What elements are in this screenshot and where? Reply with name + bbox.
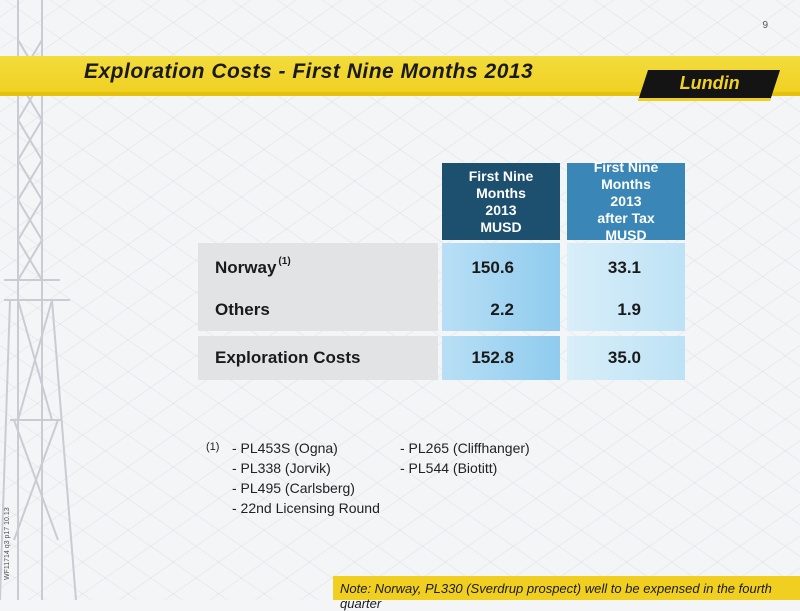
footnote-item: - 22nd Licensing Round	[232, 500, 380, 516]
row-label-text: Others	[215, 300, 270, 319]
header-line: First Nine Months	[468, 167, 534, 201]
document-code: WF11714 q3 p17 10.13	[4, 507, 11, 580]
header-line: after Tax	[597, 210, 655, 226]
table-value-block-1-total	[442, 336, 560, 380]
header-line: 2013	[485, 201, 517, 218]
table-label-block-upper	[198, 243, 438, 331]
cell-norway-after-tax: 33.1	[607, 258, 641, 277]
header-line: MUSD	[480, 218, 522, 235]
cell-others-after-tax: 1.9	[617, 300, 641, 319]
footnote-marker: (1)	[206, 441, 220, 453]
footnote-ref: (1)	[278, 256, 291, 267]
footnote-item: - PL495 (Carlsberg)	[232, 480, 355, 496]
column-header-after-tax: First Nine Months 2013 after Tax MUSD	[567, 159, 685, 243]
footnote-item: - PL338 (Jorvik)	[232, 460, 331, 476]
row-label-norway: Norway (1)	[215, 256, 291, 278]
bottom-note: Note: Norway, PL330 (Sverdrup prospect) …	[340, 581, 772, 611]
table-value-block-2-total	[567, 336, 685, 380]
footnote-list-left: - PL453S (Ogna) - PL338 (Jorvik) - PL495…	[232, 438, 380, 518]
header-line: 2013	[610, 193, 642, 209]
cell-total-after-tax: 35.0	[607, 348, 641, 367]
row-label-text: Exploration Costs	[215, 348, 361, 367]
table-value-block-1-upper	[442, 243, 560, 331]
header-line: MUSD	[605, 227, 647, 243]
footnote-item: - PL265 (Cliffhanger)	[400, 440, 530, 456]
logo-text: Lundin	[679, 73, 740, 93]
header-line: First Nine Months	[593, 159, 659, 192]
table-value-block-2-upper	[567, 243, 685, 331]
page-number: 9	[762, 20, 768, 31]
lundin-logo: Lundin	[637, 70, 781, 101]
footnote-item: - PL453S (Ogna)	[232, 440, 338, 456]
footnote-list-right: - PL265 (Cliffhanger) - PL544 (Biotitt)	[400, 438, 530, 478]
cell-total-nine-months: 152.8	[471, 348, 514, 367]
table-label-block-total	[198, 336, 438, 380]
slide-title: Exploration Costs - First Nine Months 20…	[84, 60, 534, 83]
row-label-others: Others	[215, 300, 270, 320]
row-label-total: Exploration Costs	[215, 348, 360, 368]
cell-norway-nine-months: 150.6	[471, 258, 514, 277]
note-band	[333, 576, 800, 600]
row-label-text: Norway	[215, 258, 277, 277]
cell-others-nine-months: 2.2	[490, 300, 514, 319]
footnote-item: - PL544 (Biotitt)	[400, 460, 498, 476]
column-header-nine-months: First Nine Months 2013 MUSD	[442, 163, 560, 240]
